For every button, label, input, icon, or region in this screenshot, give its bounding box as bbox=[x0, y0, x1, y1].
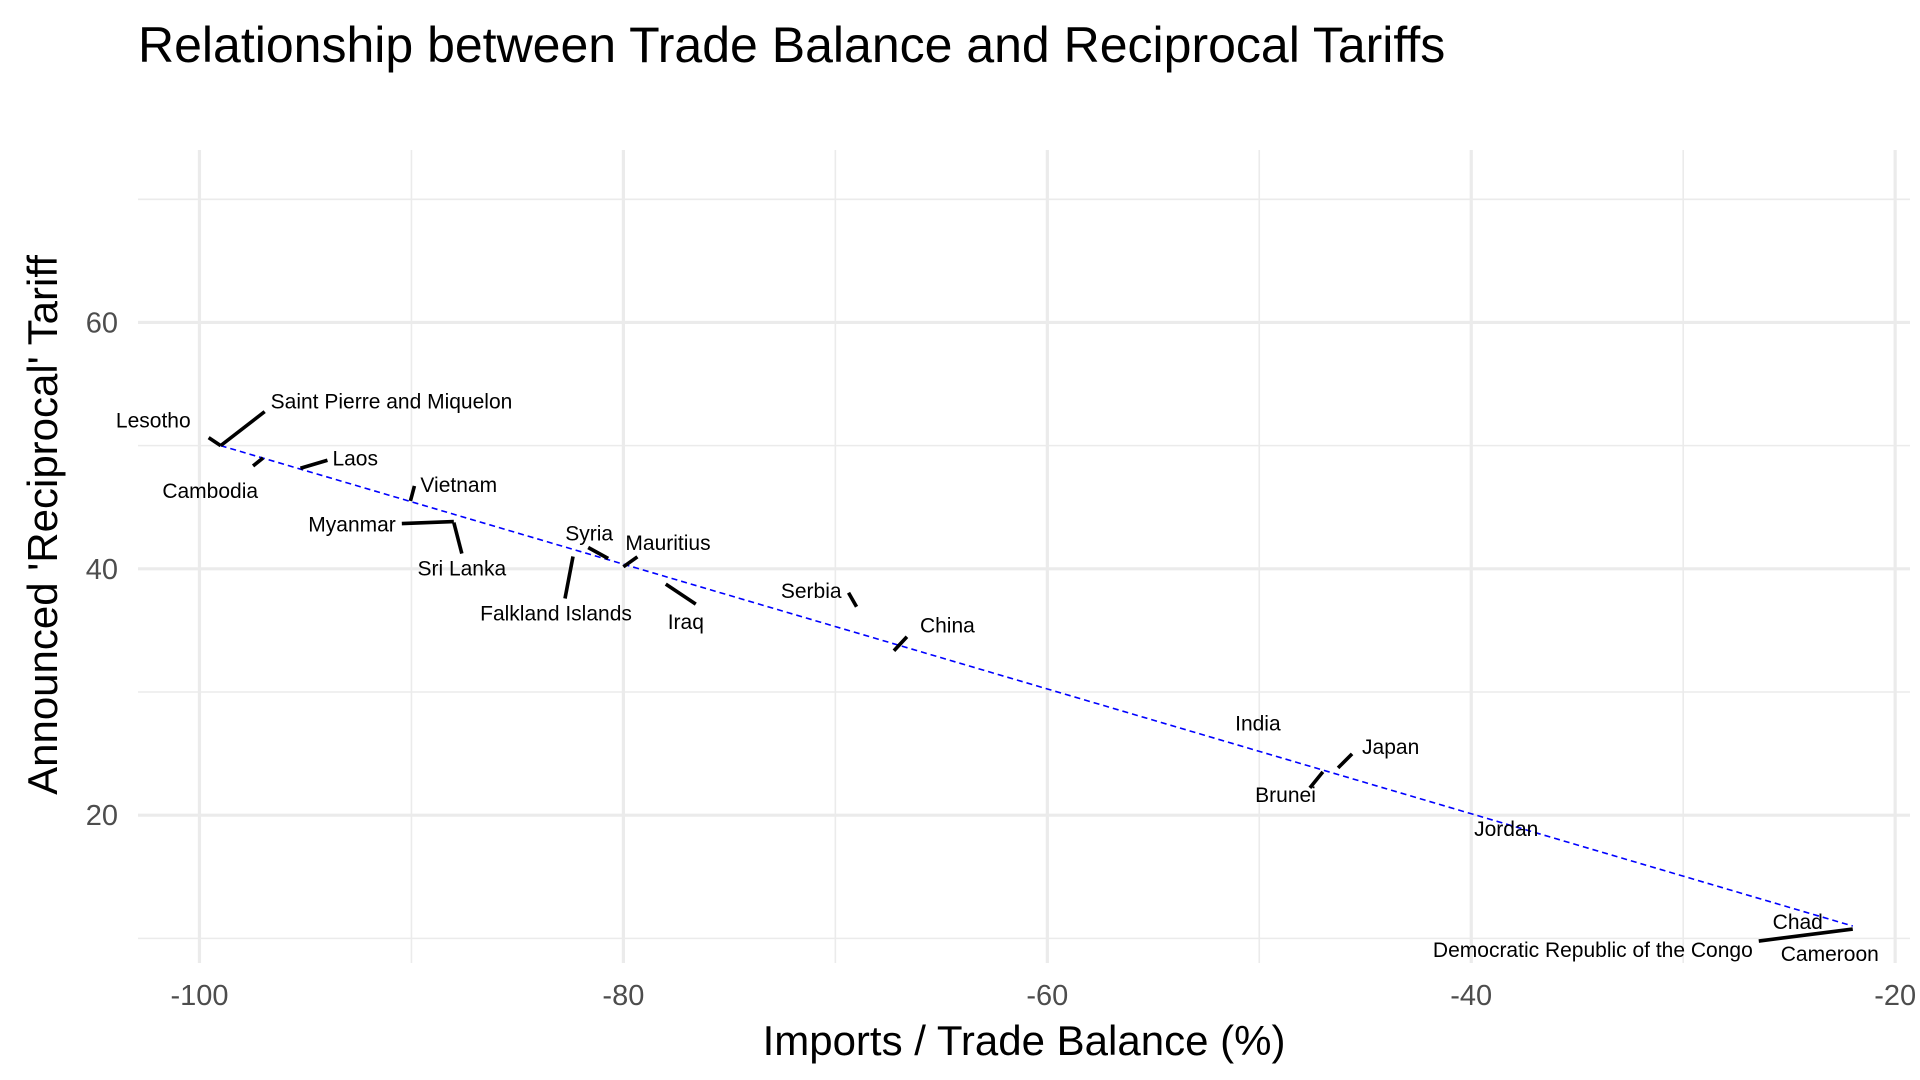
x-tick-label: -100 bbox=[170, 980, 228, 1012]
x-tick-label: -80 bbox=[602, 980, 644, 1012]
point-label: Cameroon bbox=[1781, 943, 1879, 966]
label-leader-line bbox=[664, 582, 697, 606]
point-label: Falkland Islands bbox=[480, 603, 632, 626]
trend-line bbox=[220, 444, 1853, 927]
y-axis-title: Announced 'Reciprocal' Tariff bbox=[19, 255, 66, 795]
point-label: Iraq bbox=[668, 611, 704, 634]
point-label: Sri Lanka bbox=[417, 558, 506, 581]
chart-title: Relationship between Trade Balance and R… bbox=[138, 17, 1445, 73]
label-leaders bbox=[207, 410, 1853, 943]
point-label: Japan bbox=[1362, 736, 1419, 759]
point-labels: Lesotho Saint Pierre and Miquelon Cambodia… bbox=[116, 391, 1879, 966]
label-leader-line bbox=[207, 436, 222, 448]
point-label: Vietnam bbox=[420, 474, 497, 497]
label-leader-line bbox=[846, 591, 859, 608]
axis-ticks: -100 -80 -60 -40 -20 20 40 60 bbox=[86, 307, 1916, 1012]
y-tick-label: 60 bbox=[86, 307, 118, 339]
point-label: Mauritius bbox=[625, 532, 710, 555]
point-label: China bbox=[920, 615, 975, 638]
x-tick-label: -40 bbox=[1450, 980, 1492, 1012]
point-label: Cambodia bbox=[162, 480, 258, 503]
grid bbox=[138, 150, 1910, 963]
label-leader-line bbox=[1758, 927, 1853, 943]
y-tick-label: 40 bbox=[86, 554, 118, 586]
label-leader-line bbox=[622, 555, 639, 569]
point-label: Lesotho bbox=[116, 410, 191, 433]
point-label: Chad bbox=[1773, 911, 1823, 934]
label-leader-line bbox=[892, 635, 909, 652]
label-leader-line bbox=[452, 522, 464, 554]
label-leader-line bbox=[587, 545, 610, 561]
point-label: Myanmar bbox=[308, 514, 396, 537]
point-label: Syria bbox=[565, 523, 613, 546]
x-axis-title: Imports / Trade Balance (%) bbox=[763, 1017, 1286, 1064]
label-leader-line bbox=[1308, 770, 1325, 790]
point-label: Jordan bbox=[1474, 818, 1538, 841]
label-leader-line bbox=[1336, 752, 1354, 770]
point-label: Democratic Republic of the Congo bbox=[1433, 939, 1753, 962]
point-label: India bbox=[1235, 712, 1281, 735]
label-leader-line bbox=[219, 410, 266, 448]
x-tick-label: -60 bbox=[1026, 980, 1068, 1012]
x-tick-label: -20 bbox=[1874, 980, 1916, 1012]
y-tick-label: 20 bbox=[86, 800, 118, 832]
label-leader-line bbox=[251, 456, 265, 468]
point-label: Brunei bbox=[1255, 784, 1316, 807]
point-label: Serbia bbox=[781, 580, 842, 603]
label-leader-line bbox=[408, 485, 417, 502]
label-leader-line bbox=[299, 458, 328, 470]
point-label: Laos bbox=[332, 447, 378, 470]
point-label: Saint Pierre and Miquelon bbox=[271, 391, 513, 414]
label-leader-line bbox=[563, 556, 575, 599]
label-leader-line bbox=[401, 519, 454, 526]
